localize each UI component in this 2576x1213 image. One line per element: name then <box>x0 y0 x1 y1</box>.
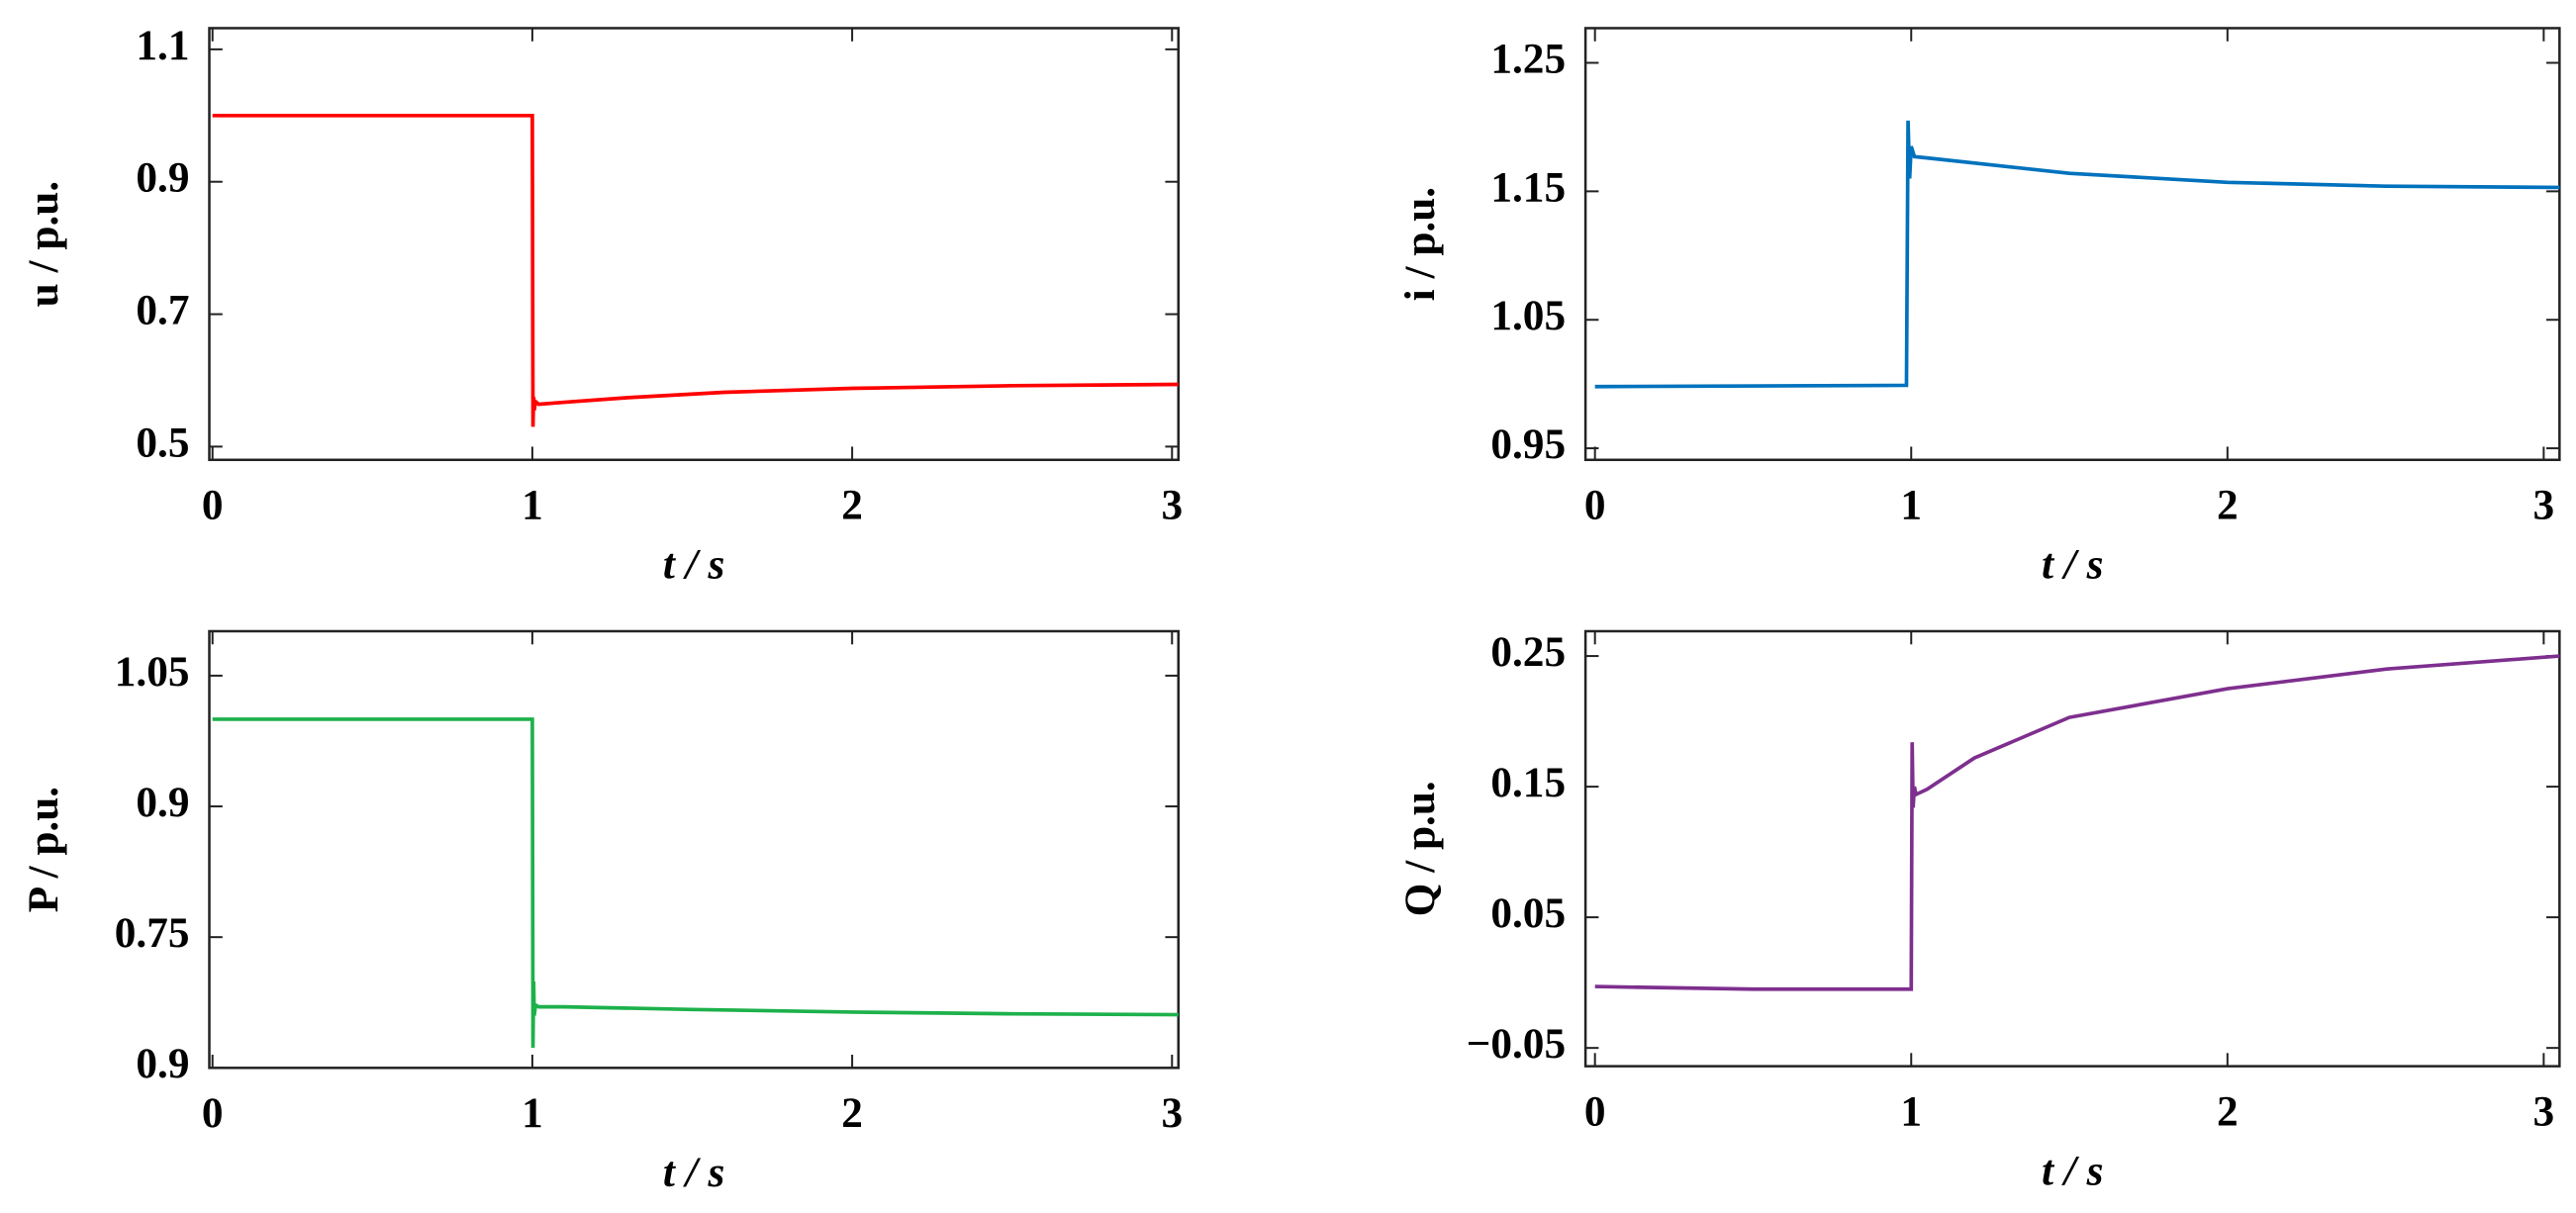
x-tick-label: 1 <box>522 482 543 529</box>
x-tick-label: 1 <box>1900 482 1922 529</box>
y-tick-label: 0.95 <box>1490 420 1566 468</box>
subplot: −0.05 0.05 0.15 0.25 0 1 2 3 t / s Q / p.u. <box>1396 628 2561 1194</box>
data-line <box>212 717 1179 1049</box>
x-tick-label: 1 <box>522 1089 543 1137</box>
y-tick-label: 0.05 <box>1490 889 1566 937</box>
y-tick-label: 1.05 <box>115 648 190 696</box>
y-tick-label: 0.9 <box>136 779 189 826</box>
y-tick-label: 0.5 <box>136 419 189 466</box>
plot-frame <box>208 27 1181 462</box>
y-tick-label: 1.25 <box>1490 35 1566 82</box>
data-line <box>1594 120 2560 389</box>
x-tick-label: 3 <box>1161 1089 1183 1137</box>
data-line <box>212 113 1179 427</box>
y-tick-label: 1.1 <box>136 22 189 69</box>
y-tick-label: 0.9 <box>136 154 189 202</box>
x-axis-label: t / s <box>663 1149 725 1196</box>
x-axis-label: t / s <box>2042 541 2104 589</box>
y-axis-label: P / p.u. <box>20 787 67 913</box>
x-tick-label: 3 <box>2533 1088 2555 1136</box>
subplot: 0.9 0.75 0.9 1.05 0 1 2 3 t / s P / p.u. <box>20 629 1183 1196</box>
y-tick-label: 0.75 <box>115 909 190 957</box>
y-tick-label: 0.25 <box>1490 628 1566 676</box>
x-tick-label: 3 <box>2533 482 2555 529</box>
x-tick-label: 0 <box>202 1089 224 1137</box>
plot-frame <box>1583 27 2561 462</box>
x-tick-label: 2 <box>2217 1088 2239 1136</box>
x-tick-label: 0 <box>1584 482 1606 529</box>
y-tick-label: 0.9 <box>136 1040 189 1087</box>
subplot: 0.95 1.05 1.15 1.25 0 1 2 3 t / s i / p.u. <box>1396 27 2561 589</box>
x-tick-label: 2 <box>841 482 863 529</box>
x-tick-label: 3 <box>1161 482 1183 529</box>
y-tick-label: −0.05 <box>1467 1020 1566 1068</box>
plot-frame <box>1583 629 2561 1068</box>
x-tick-label: 0 <box>202 482 224 529</box>
x-tick-label: 1 <box>1900 1088 1922 1136</box>
y-tick-label: 1.15 <box>1490 163 1566 211</box>
data-line <box>1594 654 2560 991</box>
x-axis-label: t / s <box>663 541 725 589</box>
y-tick-label: 0.7 <box>136 286 189 333</box>
y-tick-label: 1.05 <box>1490 292 1566 339</box>
x-axis-label: t / s <box>2042 1147 2104 1194</box>
y-tick-label: 0.15 <box>1490 759 1566 806</box>
x-tick-label: 2 <box>2217 482 2239 529</box>
x-tick-label: 0 <box>1584 1088 1606 1136</box>
plot-frame <box>208 629 1181 1070</box>
subplot: 0.5 0.7 0.9 1.1 0 1 2 3 t / s u / p.u. <box>20 22 1183 589</box>
y-axis-label: i / p.u. <box>1396 187 1444 302</box>
y-axis-label: u / p.u. <box>20 181 67 308</box>
x-tick-label: 2 <box>841 1089 863 1137</box>
y-axis-label: Q / p.u. <box>1396 781 1444 916</box>
